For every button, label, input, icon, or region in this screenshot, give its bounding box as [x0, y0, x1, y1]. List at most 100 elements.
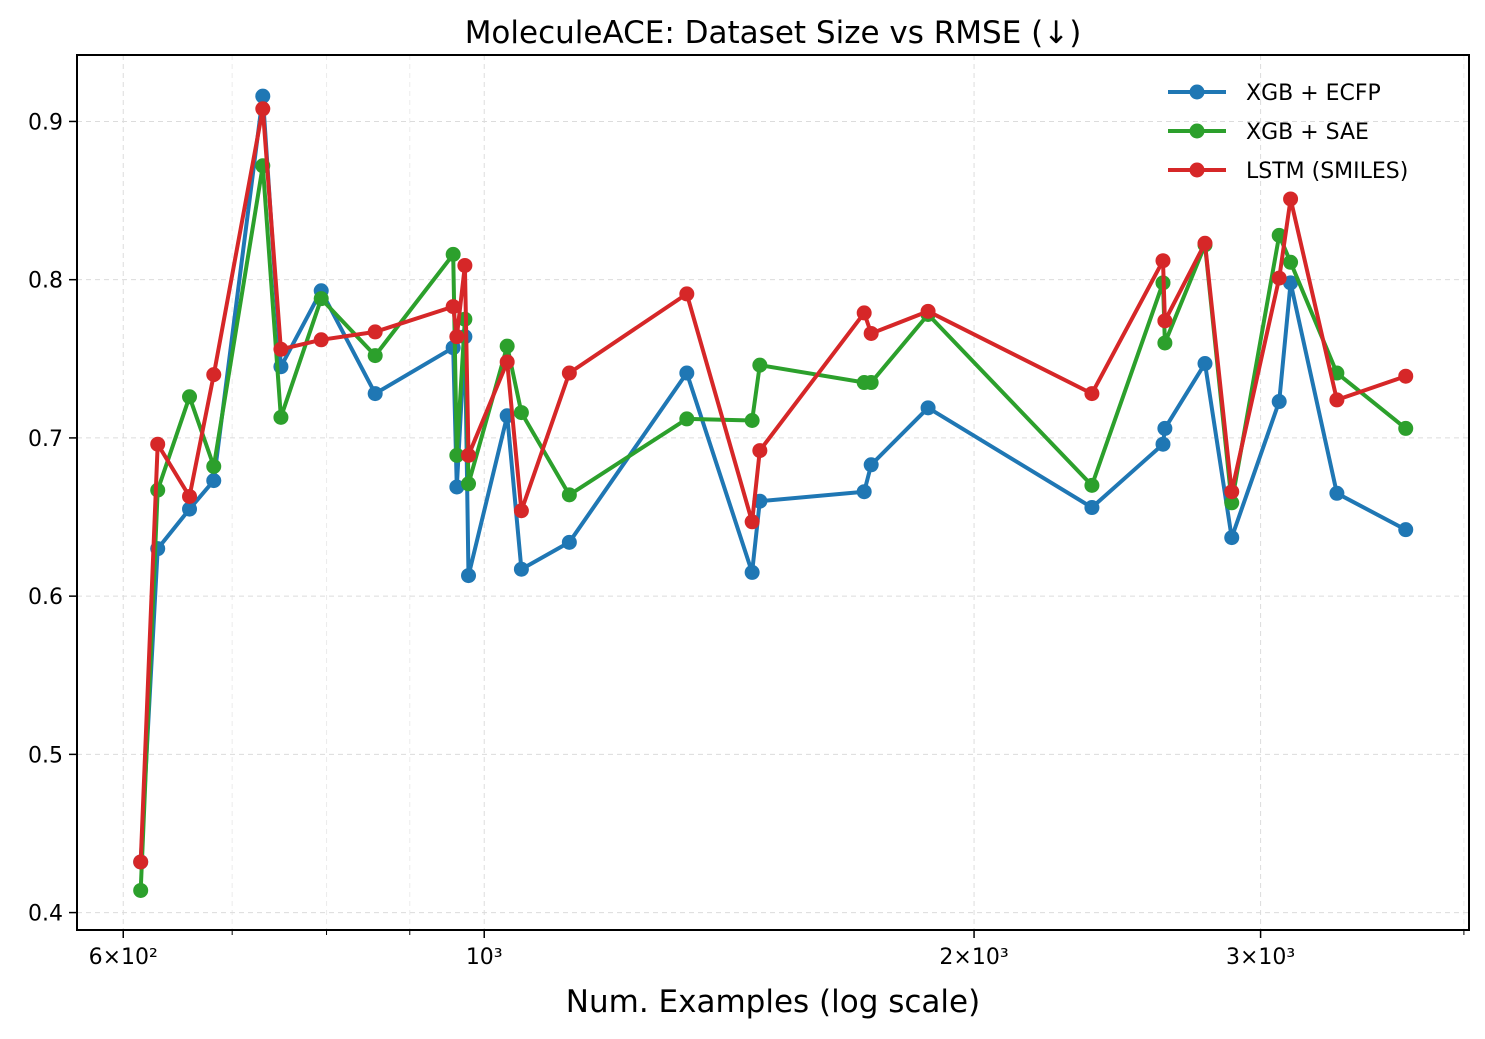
data-point: [461, 568, 477, 584]
data-point: [182, 389, 198, 405]
legend-label: XGB + SAE: [1246, 120, 1369, 145]
data-point: [679, 411, 695, 427]
data-point: [513, 503, 529, 519]
data-point: [255, 101, 271, 117]
data-point: [449, 447, 465, 463]
data-point: [1084, 477, 1100, 493]
data-point: [863, 375, 879, 391]
data-point: [1197, 356, 1213, 372]
data-point: [744, 413, 760, 429]
data-point: [1329, 485, 1345, 501]
data-point: [133, 882, 149, 898]
y-tick-label: 0.5: [28, 743, 63, 768]
series-line-0: [138, 94, 1407, 863]
data-point: [367, 386, 383, 402]
data-point: [513, 561, 529, 577]
y-tick-label: 0.9: [28, 110, 63, 135]
data-point: [182, 501, 198, 517]
series-line-1: [138, 163, 1407, 891]
x-axis-label: Num. Examples (log scale): [566, 984, 980, 1020]
data-point: [367, 348, 383, 364]
y-tick-label: 0.4: [28, 902, 63, 927]
data-point: [313, 332, 329, 348]
legend-label: LSTM (SMILES): [1246, 159, 1408, 184]
data-point: [561, 487, 577, 503]
data-point: [1329, 392, 1345, 408]
data-point: [1398, 420, 1414, 436]
legend-marker: [1189, 123, 1205, 139]
data-point: [273, 341, 289, 357]
data-point: [1224, 530, 1240, 546]
data-point: [1157, 420, 1173, 436]
data-point: [461, 447, 477, 463]
y-tick-label: 0.8: [28, 269, 63, 294]
data-point: [150, 436, 166, 452]
data-point: [1271, 270, 1287, 286]
data-point: [182, 488, 198, 504]
x-tick-label: 2×10³: [939, 945, 1008, 970]
data-point: [1197, 235, 1213, 251]
data-point: [920, 303, 936, 319]
data-point: [1398, 522, 1414, 538]
data-point: [445, 299, 461, 315]
data-point: [206, 367, 222, 383]
data-point: [920, 400, 936, 416]
data-point: [752, 357, 768, 373]
data-point: [561, 534, 577, 550]
data-point: [273, 409, 289, 425]
data-point: [513, 405, 529, 421]
data-point: [679, 286, 695, 302]
data-point: [367, 324, 383, 340]
data-point: [445, 246, 461, 262]
data-point: [449, 329, 465, 345]
data-point: [1398, 368, 1414, 384]
axis-ticks: 6×10² 10³ 2×10³ 3×10³ 0.4 0.5 0.6 0.7 0.8 0.9: [28, 110, 1465, 970]
y-tick-label: 0.7: [28, 427, 63, 452]
data-point: [1283, 191, 1299, 207]
data-point: [1271, 394, 1287, 410]
data-point: [856, 305, 872, 321]
data-point: [1224, 484, 1240, 500]
data-point: [1155, 436, 1171, 452]
data-point: [1157, 335, 1173, 351]
data-point: [449, 479, 465, 495]
data-point: [461, 476, 477, 492]
legend: XGB + ECFP XGB + SAE LSTM (SMILES): [1168, 81, 1408, 184]
data-point: [863, 325, 879, 341]
legend-marker: [1189, 84, 1205, 100]
data-point: [457, 257, 473, 273]
data-point: [752, 443, 768, 459]
data-point: [863, 457, 879, 473]
data-point: [206, 458, 222, 474]
y-tick-label: 0.6: [28, 585, 63, 610]
grid: [77, 55, 1469, 930]
data-point: [1283, 275, 1299, 291]
data-point: [255, 88, 271, 104]
data-point: [313, 291, 329, 307]
x-tick-label: 10³: [466, 945, 503, 970]
data-point: [1224, 495, 1240, 511]
data-point: [1084, 500, 1100, 516]
data-point: [1155, 253, 1171, 269]
data-point: [1283, 254, 1299, 270]
data-point: [856, 484, 872, 500]
data-point: [1084, 386, 1100, 402]
legend-label: XGB + ECFP: [1246, 81, 1381, 106]
data-point: [499, 338, 515, 354]
data-point: [206, 473, 222, 489]
data-point: [744, 514, 760, 530]
data-point: [561, 365, 577, 381]
chart-title: MoleculeACE: Dataset Size vs RMSE (↓): [465, 15, 1082, 51]
data-point: [744, 564, 760, 580]
data-point: [133, 854, 149, 870]
x-tick-label: 6×10²: [89, 945, 158, 970]
data-point: [679, 365, 695, 381]
legend-marker: [1189, 162, 1205, 178]
x-tick-label: 3×10³: [1226, 945, 1295, 970]
data-point: [1157, 313, 1173, 329]
series-layer: [133, 88, 1414, 898]
plot-frame: [76, 54, 1470, 931]
data-point: [499, 354, 515, 370]
series-line-2: [138, 106, 1407, 863]
